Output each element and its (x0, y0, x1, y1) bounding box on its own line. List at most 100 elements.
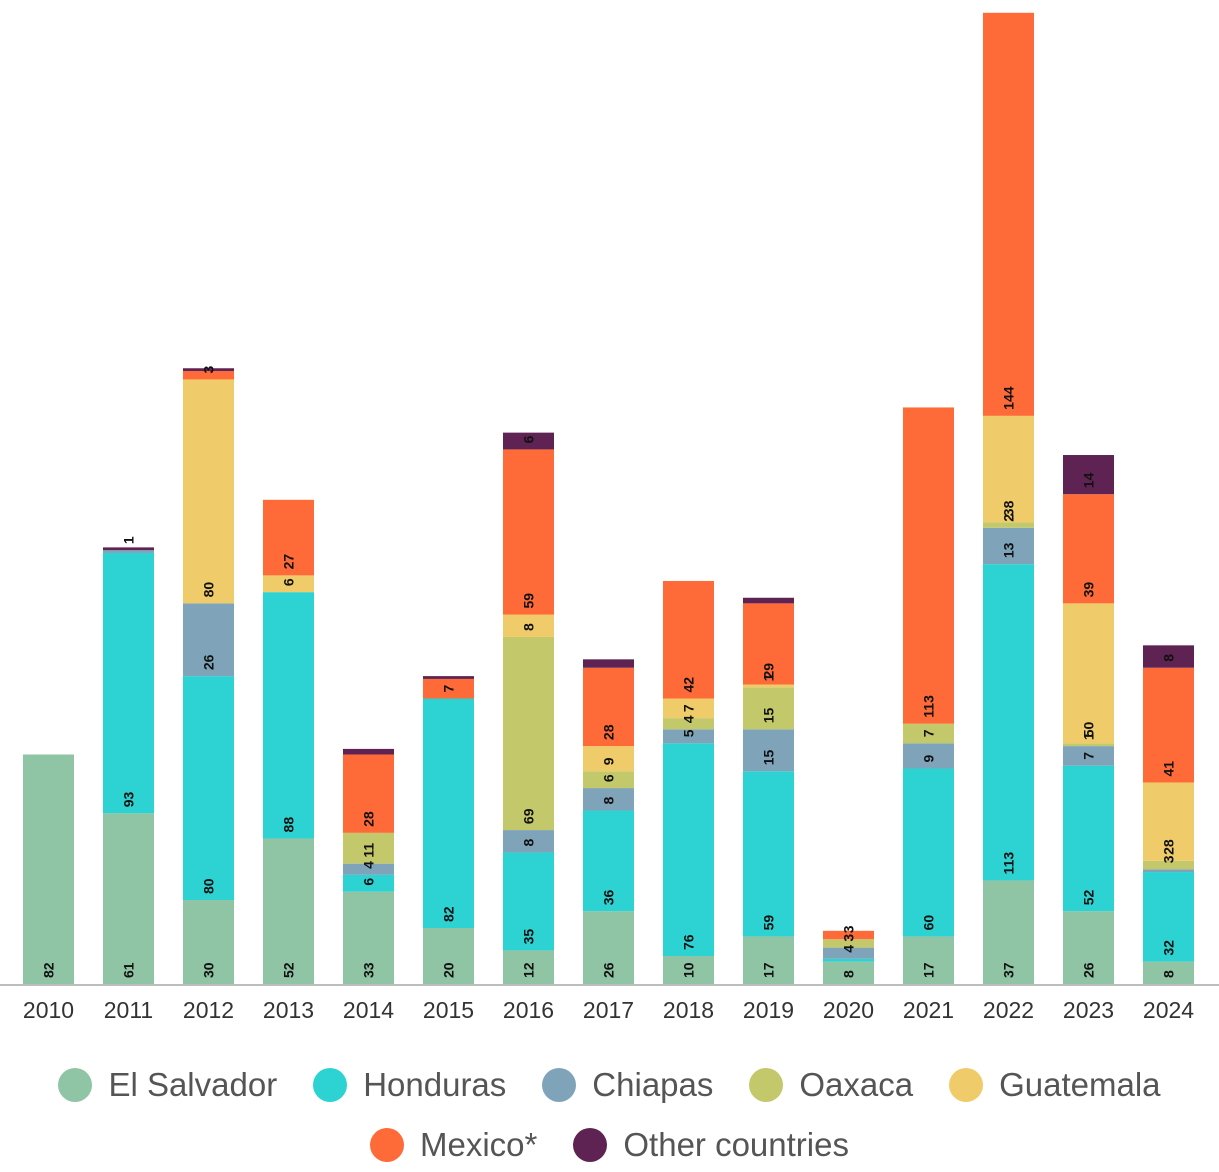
legend-item-oaxaca: Oaxaca (749, 1066, 913, 1104)
bar-segment-oaxaca-2022 (983, 522, 1034, 528)
bar-segment-honduras-2012 (183, 676, 234, 901)
bar-segment-other-countries-2017 (583, 659, 634, 668)
bar-segment-chiapas-2019 (743, 729, 794, 772)
bar-segment-guatemala-2013 (263, 575, 314, 593)
value-label-mexico-2013: 27 (281, 554, 297, 570)
bar-segment-el-salvador-2013 (263, 838, 314, 984)
value-label-honduras-2016: 35 (521, 929, 537, 945)
value-label-el-salvador-2016: 12 (521, 962, 537, 978)
value-label-oaxaca-2016: 69 (521, 808, 537, 824)
bar-segment-mexico-2017 (583, 667, 634, 747)
value-label-chiapas-2016: 8 (521, 838, 537, 846)
x-tick-label-2014: 2014 (343, 997, 394, 1023)
bar-segment-mexico-2018 (663, 580, 714, 699)
bar-segment-mexico-2020 (823, 930, 874, 940)
legend-item-el-salvador: El Salvador (58, 1066, 277, 1104)
legend-item-honduras: Honduras (313, 1066, 506, 1104)
value-label-guatemala-2017: 9 (601, 757, 617, 765)
x-tick-label-2010: 2010 (23, 997, 74, 1023)
bar-segment-other-countries-2015 (423, 676, 474, 679)
value-label-mexico-2014: 28 (361, 811, 377, 827)
x-tick-label-2011: 2011 (104, 997, 153, 1023)
value-label-el-salvador-2022: 37 (1001, 962, 1017, 978)
bar-segment-guatemala-2017 (583, 746, 634, 772)
legend-swatch-mexico (370, 1128, 404, 1162)
legend-label-other-countries: Other countries (623, 1126, 849, 1163)
bar-segment-honduras-2024 (1143, 872, 1194, 962)
value-label-guatemala-2019: 1 (761, 673, 777, 681)
value-label-guatemala-2013: 6 (281, 578, 297, 586)
value-label-other-countries-2023: 14 (1081, 472, 1097, 488)
value-label-chiapas-2012: 26 (201, 654, 217, 670)
value-label-el-salvador-2014: 33 (361, 962, 377, 978)
x-tick-label-2013: 2013 (263, 997, 314, 1023)
legend-swatch-el-salvador (58, 1068, 93, 1102)
value-label-guatemala-2016: 8 (521, 623, 537, 631)
bar-segment-el-salvador-2021 (903, 936, 954, 984)
value-label-oaxaca-2019: 15 (761, 708, 777, 724)
value-label-chiapas-2020: 4 (841, 945, 857, 953)
x-tick-label-2024: 2024 (1143, 997, 1194, 1023)
bar-segment-other-countries-2019 (743, 597, 794, 604)
bar-segment-mexico-2021 (903, 407, 954, 724)
value-label-mexico-2018: 42 (681, 677, 697, 693)
legend-label-chiapas: Chiapas (592, 1066, 714, 1103)
bar-segment-guatemala-2023 (1063, 603, 1114, 744)
legend-swatch-other-countries (573, 1128, 608, 1162)
value-label-oaxaca-2020: 3 (841, 934, 857, 942)
value-label-guatemala-2024: 28 (1161, 839, 1177, 855)
bar-segment-el-salvador-2024 (1143, 961, 1194, 984)
bar-segment-guatemala-2012 (183, 379, 234, 604)
value-label-honduras-2019: 59 (761, 915, 777, 931)
bar-segment-el-salvador-2018 (663, 956, 714, 984)
value-label-mexico-2016: 59 (521, 593, 537, 609)
value-label-other-countries-2024: 8 (1161, 654, 1177, 662)
value-label-mexico-2019: 29 (761, 663, 777, 679)
bar-segment-oaxaca-2024 (1143, 860, 1194, 870)
bar-segment-el-salvador-2012 (183, 900, 234, 984)
legend-row-1: El Salvador Honduras Chiapas Oaxaca Guat… (0, 1066, 1219, 1104)
x-tick-label-2023: 2023 (1063, 997, 1114, 1023)
x-tick-label-2020: 2020 (823, 997, 874, 1023)
bar-segment-chiapas-2024 (1143, 869, 1194, 873)
bar-segment-chiapas-2011 (103, 550, 154, 553)
value-label-honduras-2013: 88 (281, 817, 297, 833)
value-labels-layer: 82 61931308026803528862733641128208271235… (41, 365, 1177, 978)
value-label-honduras-2022: 113 (1001, 852, 1017, 875)
legend-label-el-salvador: El Salvador (108, 1066, 278, 1103)
bar-segment-chiapas-2021 (903, 743, 954, 769)
stacked-bar-chart: 82 61931308026803528862733641128208271235… (0, 12, 1219, 1023)
value-label-guatemala-2022: 38 (1001, 500, 1017, 516)
value-label-oaxaca-2023: 1 (1081, 732, 1097, 740)
bar-segment-chiapas-2018 (663, 729, 714, 744)
value-label-el-salvador-2023: 26 (1081, 962, 1097, 978)
legend-item-other-countries: Other countries (573, 1126, 849, 1164)
bar-segment-guatemala-2022 (983, 415, 1034, 523)
bar-segment-guatemala-2018 (663, 698, 714, 719)
value-label-guatemala-2012: 80 (201, 582, 217, 598)
bar-segment-el-salvador-2015 (423, 928, 474, 984)
bar-segment-mexico-2019 (743, 603, 794, 685)
legend-label-honduras: Honduras (363, 1066, 507, 1103)
value-label-chiapas-2021: 9 (921, 754, 937, 762)
value-label-el-salvador-2017: 26 (601, 962, 617, 978)
bar-segment-el-salvador-2010 (23, 754, 74, 984)
bar-segment-el-salvador-2019 (743, 936, 794, 984)
value-label-oaxaca-2022: 2 (1001, 514, 1017, 522)
bar-segment-honduras-2021 (903, 768, 954, 937)
bar-segment-other-countries-2016 (503, 432, 554, 450)
x-tick-label-2018: 2018 (663, 997, 714, 1023)
bar-segment-mexico-2012 (183, 371, 234, 380)
value-label-el-salvador-2011: 61 (121, 962, 137, 978)
value-label-mexico-2021: 113 (921, 695, 937, 718)
value-label-honduras-2024: 32 (1161, 940, 1177, 956)
value-label-chiapas-2017: 8 (601, 796, 617, 804)
bar-segment-oaxaca-2020 (823, 939, 874, 948)
value-label-other-countries-2011: 1 (121, 536, 137, 544)
bar-segment-oaxaca-2021 (903, 723, 954, 744)
legend-row-2: Mexico* Other countries (0, 1126, 1219, 1164)
value-label-other-countries-2016: 6 (521, 435, 537, 443)
value-label-honduras-2015: 82 (441, 906, 457, 922)
bar-segment-el-salvador-2020 (823, 961, 874, 984)
bar-segment-chiapas-2020 (823, 947, 874, 959)
